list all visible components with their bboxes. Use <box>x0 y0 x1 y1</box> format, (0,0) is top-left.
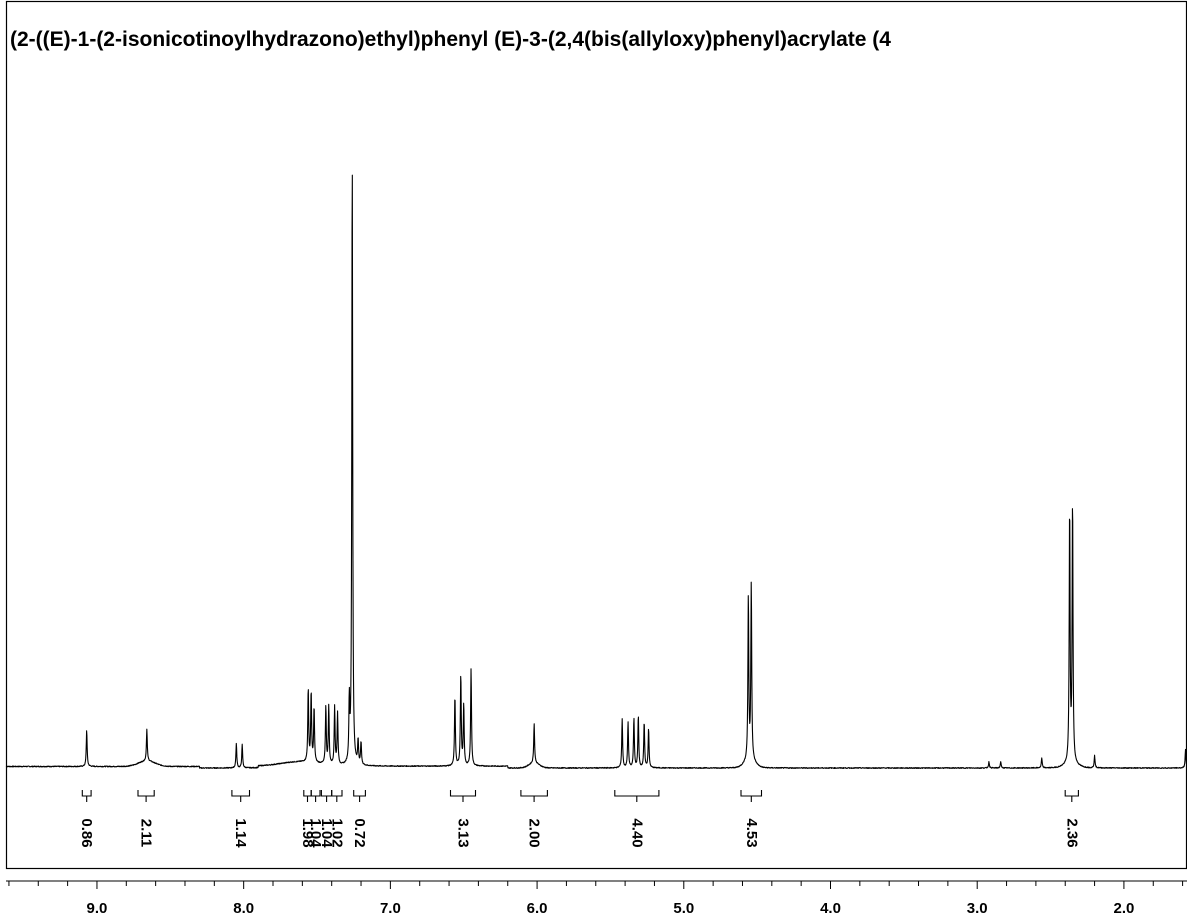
integral-bracket: 1.04 <box>318 790 335 848</box>
integral-bracket: 2.11 <box>137 790 155 847</box>
chart-title: (2-((E)-1-(2-isonicotinoylhydrazono)ethy… <box>10 28 891 51</box>
integral-label: 2.00 <box>526 818 543 847</box>
integral-bracket-line <box>740 790 763 802</box>
x-tick-label: 3.0 <box>967 900 988 917</box>
integral-label: 1.04 <box>318 818 335 848</box>
integral-bracket: 4.53 <box>740 790 763 848</box>
integral-bracket: 1.04 <box>307 790 324 848</box>
integral-label: 1.02 <box>328 818 345 847</box>
integral-label: 1.98 <box>299 818 316 847</box>
integral-bracket: 4.40 <box>614 790 660 848</box>
integral-bracket-line <box>310 790 321 802</box>
spectrum-layer <box>5 174 1187 769</box>
integral-bracket: 1.02 <box>328 790 345 848</box>
x-tick-label: 7.0 <box>380 900 401 917</box>
plot-frame <box>5 0 1187 870</box>
integral-bracket: 0.72 <box>351 790 368 848</box>
x-tick-label: 4.0 <box>820 900 841 917</box>
integral-bracket: 2.00 <box>520 790 548 848</box>
integral-label: 4.40 <box>628 818 645 847</box>
integral-bracket: 1.14 <box>231 790 251 848</box>
integral-label: 0.72 <box>351 818 368 847</box>
integral-bracket: 0.86 <box>78 790 95 848</box>
integral-bracket-line <box>320 790 333 802</box>
integral-bracket-line <box>520 790 548 802</box>
integral-bracket: 3.13 <box>449 790 477 848</box>
integral-bracket-line <box>303 790 312 802</box>
integral-label: 2.11 <box>138 819 155 847</box>
spectrum-trace <box>5 174 1187 769</box>
integral-bracket-line <box>81 790 92 802</box>
integral-bracket-line <box>449 790 477 802</box>
x-tick-label: 6.0 <box>527 900 548 917</box>
x-axis: 9.0 8.0 7.0 6.0 5.0 4.0 3.0 2.0 <box>6 880 1187 917</box>
integral-bracket-line <box>1064 790 1079 802</box>
x-tick-label: 8.0 <box>233 900 254 917</box>
integral-bracket-line <box>137 790 155 802</box>
integral-label: 4.53 <box>743 818 760 847</box>
integral-label: 2.36 <box>1063 818 1080 847</box>
integral-bracket-line <box>614 790 660 802</box>
integral-bracket-line <box>231 790 251 802</box>
x-tick-label: 9.0 <box>87 900 108 917</box>
x-tick-label: 2.0 <box>1113 900 1134 917</box>
x-tick-label: 5.0 <box>673 900 694 917</box>
integral-bracket-line <box>353 790 366 802</box>
integral-label: 1.14 <box>232 818 249 848</box>
integral-bracket: 2.36 <box>1063 790 1080 848</box>
integral-bracket-line <box>331 790 343 802</box>
integral-label: 1.04 <box>307 818 324 848</box>
integral-label: 0.86 <box>78 818 95 847</box>
integral-label: 3.13 <box>455 818 472 847</box>
plot-frame-rect <box>5 0 1187 870</box>
integral-layer: 0.86 2.11 1.14 1.981.041.041.02 0.72 3.13 2.00… <box>78 790 1080 848</box>
